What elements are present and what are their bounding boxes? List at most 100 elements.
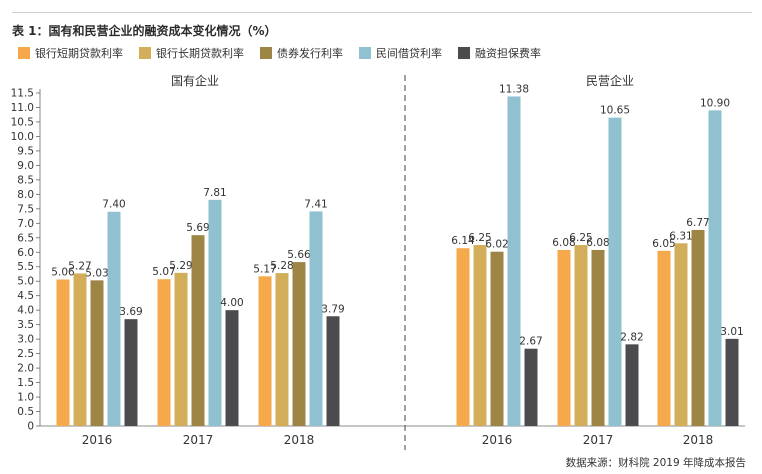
- bar: [591, 249, 605, 426]
- bar: [691, 229, 705, 426]
- data-label: 2.82: [620, 331, 643, 343]
- legend-item-private-lending: 民间借贷利率: [359, 45, 442, 61]
- data-label: 11.38: [499, 83, 529, 95]
- data-label: 3.01: [720, 326, 743, 338]
- data-label: 5.29: [169, 260, 192, 272]
- bar: [191, 235, 205, 426]
- data-label: 5.17: [253, 263, 276, 275]
- bar: [708, 110, 722, 427]
- y-tick-label: 8.5: [17, 174, 34, 186]
- data-label: 5.03: [85, 267, 108, 279]
- bar: [490, 251, 504, 426]
- y-tick-label: 10.5: [11, 116, 34, 128]
- y-tick-label: 3.5: [17, 319, 34, 331]
- bar: [208, 199, 222, 426]
- y-tick-label: 11.5: [11, 88, 34, 100]
- bar: [90, 280, 104, 426]
- y-tick-label: 5.5: [17, 261, 34, 273]
- y-tick-label: 1.5: [17, 377, 34, 389]
- legend-label: 融资担保费率: [475, 47, 541, 60]
- y-tick-label: 5.0: [17, 276, 34, 288]
- y-tick-label: 0.5: [17, 406, 34, 418]
- bar: [56, 279, 70, 426]
- bar: [674, 243, 688, 426]
- y-tick-label: 6.5: [17, 232, 34, 244]
- bar: [309, 211, 323, 426]
- bar: [225, 310, 239, 426]
- bar: [657, 250, 671, 426]
- bar: [124, 319, 138, 426]
- legend-label: 民间借贷利率: [376, 47, 442, 60]
- legend-item-short-loan: 银行短期贷款利率: [18, 45, 123, 61]
- data-label: 7.41: [304, 198, 327, 210]
- legend-swatch: [260, 47, 272, 59]
- y-tick-label: 3.0: [17, 334, 34, 346]
- data-label: 6.08: [586, 237, 609, 249]
- bar: [157, 279, 171, 426]
- y-tick-label: 4.5: [17, 290, 34, 302]
- chart-title: 表 1：国有和民营企业的融资成本变化情况（%）: [12, 24, 277, 38]
- data-label: 6.05: [652, 238, 675, 250]
- data-label: 4.00: [220, 297, 243, 309]
- x-tick-label: 2017: [583, 433, 614, 447]
- data-label: 6.14: [451, 235, 475, 247]
- bar: [275, 273, 289, 426]
- panel-label: 民营企业: [586, 73, 634, 88]
- bar: [608, 117, 622, 427]
- data-label: 3.69: [119, 306, 142, 318]
- y-tick-label: 0: [27, 421, 34, 433]
- bar: [174, 272, 188, 426]
- data-label: 6.08: [552, 237, 575, 249]
- bar: [574, 245, 588, 426]
- data-label: 2.67: [519, 336, 542, 348]
- legend-swatch: [458, 47, 470, 59]
- data-label: 7.81: [203, 187, 226, 199]
- data-label: 5.28: [270, 260, 293, 272]
- data-label: 6.25: [569, 232, 592, 244]
- bar: [507, 96, 521, 426]
- bar: [725, 338, 739, 426]
- legend-swatch: [18, 47, 30, 59]
- data-label: 7.40: [102, 199, 125, 211]
- bar: [292, 262, 306, 426]
- data-label: 10.65: [600, 105, 630, 117]
- legend-swatch: [359, 47, 371, 59]
- data-label: 6.77: [686, 217, 709, 229]
- data-label: 5.66: [287, 249, 311, 261]
- legend-swatch: [139, 47, 151, 59]
- x-tick-label: 2016: [482, 433, 513, 447]
- legend-item-bond: 债券发行利率: [260, 45, 343, 61]
- data-label: 5.07: [152, 266, 175, 278]
- bar: [473, 245, 487, 426]
- y-tick-label: 9.5: [17, 145, 34, 157]
- legend-label: 银行短期贷款利率: [35, 47, 123, 60]
- data-label: 6.02: [485, 239, 508, 251]
- data-label: 6.25: [468, 232, 491, 244]
- y-tick-label: 8.0: [17, 189, 34, 201]
- bar: [557, 249, 571, 426]
- bar: [107, 211, 121, 426]
- x-tick-label: 2016: [82, 433, 113, 447]
- y-tick-label: 2.0: [17, 363, 34, 375]
- y-tick-label: 6.0: [17, 247, 34, 259]
- legend-label: 债券发行利率: [277, 47, 343, 60]
- y-tick-label: 11.0: [11, 102, 34, 114]
- y-tick-label: 10.0: [11, 131, 34, 143]
- y-tick-label: 4.0: [17, 305, 34, 317]
- x-tick-label: 2017: [183, 433, 214, 447]
- y-tick-label: 9.0: [17, 160, 34, 172]
- x-tick-label: 2018: [683, 433, 714, 447]
- y-tick-label: 1.0: [17, 392, 34, 404]
- bar: [625, 344, 639, 426]
- data-label: 5.69: [186, 222, 209, 234]
- top-rule: [12, 12, 752, 13]
- legend-item-long-loan: 银行长期贷款利率: [139, 45, 244, 61]
- data-label: 3.79: [321, 303, 344, 315]
- bar: [456, 248, 470, 426]
- bar: [73, 273, 87, 426]
- y-tick-label: 7.5: [17, 203, 34, 215]
- legend-label: 银行长期贷款利率: [156, 47, 244, 60]
- data-label: 10.90: [700, 97, 730, 109]
- legend-item-guarantee-fee: 融资担保费率: [458, 45, 541, 61]
